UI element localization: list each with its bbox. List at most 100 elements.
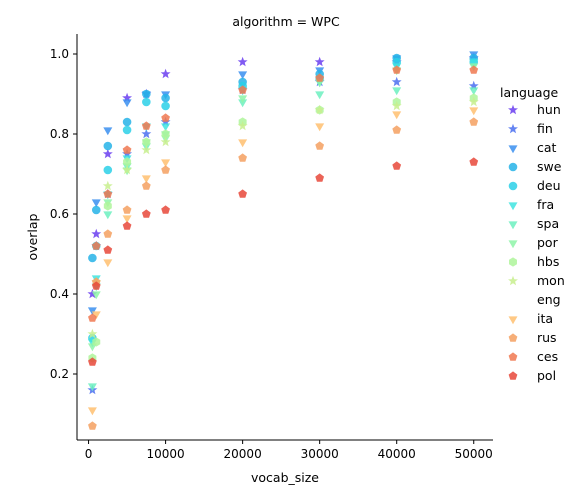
data-point-spa xyxy=(392,87,401,95)
data-point-ces xyxy=(103,189,112,197)
legend-marker-pol xyxy=(509,371,518,379)
data-point-rus xyxy=(469,117,478,125)
legend-marker-ces xyxy=(509,352,518,360)
x-axis-title: vocab_size xyxy=(251,470,319,485)
y-tick-label: 0.8 xyxy=(50,127,69,141)
data-point-cat xyxy=(103,127,112,135)
legend-marker-hbs xyxy=(509,257,517,266)
data-point-ita xyxy=(103,259,112,267)
legend-marker-por xyxy=(509,240,518,248)
legend-marker-fin xyxy=(508,124,518,133)
data-point-deu xyxy=(104,166,113,175)
legend-label-deu: deu xyxy=(537,178,561,193)
legend-marker-rus xyxy=(509,333,518,341)
x-tick-label: 10000 xyxy=(146,447,184,461)
data-point-rus xyxy=(315,141,324,149)
data-point-rus xyxy=(103,229,112,237)
legend-marker-swe xyxy=(509,163,518,172)
y-tick-label: 0.2 xyxy=(50,367,69,381)
data-point-deu xyxy=(142,98,151,107)
data-point-rus xyxy=(161,165,170,173)
legend-label-mon: mon xyxy=(537,273,565,288)
x-tick-label: 50000 xyxy=(455,447,493,461)
data-point-pol xyxy=(123,221,132,229)
legend-marker-deu xyxy=(509,182,518,191)
data-point-ces xyxy=(392,65,401,73)
facet-title: algorithm = WPC xyxy=(232,14,340,29)
data-point-ces xyxy=(161,113,170,121)
legend-marker-ita xyxy=(509,316,518,324)
data-point-spa xyxy=(315,91,324,99)
data-point-fin xyxy=(392,77,402,86)
data-point-hun xyxy=(91,229,101,238)
data-point-hun xyxy=(238,57,248,66)
legend-label-eng: eng xyxy=(537,292,561,307)
data-point-spa xyxy=(103,211,112,219)
data-point-ita xyxy=(392,111,401,119)
legend-label-ces: ces xyxy=(537,349,558,364)
data-point-ita xyxy=(469,107,478,115)
legend-marker-spa xyxy=(509,221,518,229)
legend-label-swe: swe xyxy=(537,159,562,174)
legend-label-cat: cat xyxy=(537,140,557,155)
legend-label-por: por xyxy=(537,235,559,250)
data-point-por xyxy=(238,95,247,103)
data-point-mon xyxy=(103,181,113,190)
y-tick-label: 0.6 xyxy=(50,207,69,221)
data-point-pol xyxy=(103,245,112,253)
data-point-swe xyxy=(88,254,97,263)
legend-label-rus: rus xyxy=(537,330,557,345)
data-point-swe xyxy=(92,206,101,215)
data-point-pol xyxy=(238,189,247,197)
data-point-mon xyxy=(161,137,171,146)
y-axis-title: overlap xyxy=(25,213,40,260)
legend-marker-cat xyxy=(509,145,518,153)
y-tick-label: 1.0 xyxy=(50,47,69,61)
data-point-rus xyxy=(142,181,151,189)
data-points xyxy=(87,51,478,429)
y-ticks: 0.2 0.4 0.6 0.8 1.0 xyxy=(50,47,77,381)
data-point-hbs xyxy=(104,201,112,210)
data-point-swe xyxy=(123,118,132,127)
data-point-deu xyxy=(123,126,132,135)
data-point-rus xyxy=(88,421,97,429)
data-point-pol xyxy=(161,205,170,213)
x-tick-label: 20000 xyxy=(224,447,262,461)
x-tick-label: 0 xyxy=(85,447,93,461)
legend: language hun fin cat swe deu fra spa por hbs mon e… xyxy=(500,85,565,383)
data-point-hun xyxy=(161,69,171,78)
x-ticks: 0 10000 20000 30000 40000 50000 xyxy=(85,440,493,461)
data-point-pol xyxy=(392,161,401,169)
data-point-ces xyxy=(123,145,132,153)
legend-marker-mon xyxy=(508,276,518,285)
plot-area: 0 10000 20000 30000 40000 50000 0.2 0.4 0.6 0.8 1… xyxy=(50,34,493,461)
data-point-cat xyxy=(123,99,132,107)
legend-marker-fra xyxy=(509,202,518,210)
data-point-spa xyxy=(88,383,97,391)
x-tick-label: 40000 xyxy=(378,447,416,461)
data-point-rus xyxy=(392,125,401,133)
data-point-ces xyxy=(142,121,151,129)
x-tick-label: 30000 xyxy=(301,447,339,461)
data-point-swe xyxy=(142,90,151,99)
legend-title: language xyxy=(500,85,559,100)
data-point-hun xyxy=(315,57,325,66)
data-point-deu xyxy=(161,102,170,111)
data-point-ita xyxy=(315,123,324,131)
legend-label-fin: fin xyxy=(537,121,553,136)
legend-label-pol: pol xyxy=(537,368,556,383)
data-point-ita xyxy=(238,139,247,147)
y-tick-label: 0.4 xyxy=(50,287,69,301)
legend-marker-hun xyxy=(508,105,518,114)
data-point-ces xyxy=(92,241,101,249)
data-point-ces xyxy=(469,65,478,73)
data-point-ita xyxy=(88,407,97,415)
legend-label-spa: spa xyxy=(537,216,559,231)
data-point-rus xyxy=(123,205,132,213)
legend-label-fra: fra xyxy=(537,197,554,212)
data-point-mon xyxy=(141,145,151,154)
data-point-rus xyxy=(238,153,247,161)
legend-label-hbs: hbs xyxy=(537,254,559,269)
data-point-swe xyxy=(104,142,113,151)
